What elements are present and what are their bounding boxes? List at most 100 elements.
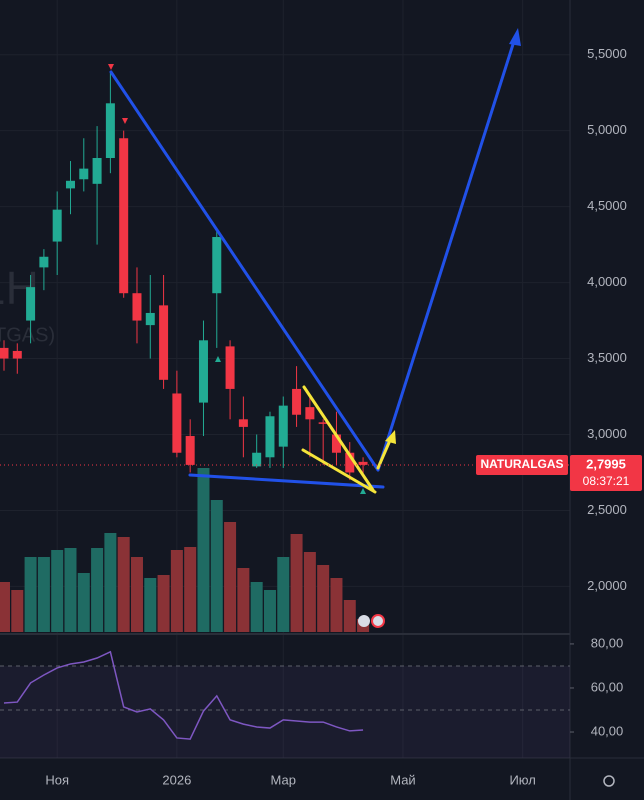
volume-bar bbox=[37, 557, 50, 632]
trend-line bbox=[376, 36, 517, 472]
marker bbox=[360, 488, 366, 494]
candle-body bbox=[212, 237, 222, 294]
volume-bar bbox=[197, 468, 210, 632]
y-tick-label: 2,0000 bbox=[587, 578, 627, 593]
y-tick-label: 3,0000 bbox=[587, 426, 627, 441]
wedge-line bbox=[302, 385, 375, 492]
candle-body bbox=[159, 305, 169, 380]
candle-body bbox=[305, 407, 315, 420]
volume-bar bbox=[91, 548, 104, 632]
drawings bbox=[109, 36, 517, 494]
candle-body bbox=[265, 416, 275, 458]
volume-bar bbox=[51, 550, 64, 632]
candle-body bbox=[345, 452, 355, 473]
volume-bar bbox=[237, 568, 250, 632]
volume-bar bbox=[11, 590, 24, 632]
symbol-label-box bbox=[476, 454, 568, 475]
candle-body bbox=[0, 347, 9, 359]
rsi-tick-label: 80,00 bbox=[591, 635, 624, 650]
price-label-box bbox=[570, 454, 642, 491]
candle-body bbox=[52, 209, 62, 242]
volume-bar bbox=[117, 537, 130, 632]
volume-bar bbox=[330, 578, 343, 632]
volume-bar bbox=[290, 534, 303, 632]
x-tick-label: Май bbox=[390, 772, 415, 787]
volume bbox=[0, 468, 370, 632]
candle-body bbox=[105, 103, 115, 158]
volume-bar bbox=[263, 590, 276, 632]
x-tick-label: Мар bbox=[271, 772, 296, 787]
volume-bar bbox=[170, 550, 183, 632]
candle-body bbox=[119, 138, 129, 294]
marker bbox=[122, 118, 128, 124]
y-tick-label: 4,5000 bbox=[587, 198, 627, 213]
marker bbox=[108, 64, 114, 70]
event-icon[interactable] bbox=[371, 614, 385, 628]
marker bbox=[215, 356, 221, 362]
volume-bar bbox=[77, 573, 90, 632]
candle-body bbox=[252, 452, 262, 467]
event-icon[interactable] bbox=[358, 615, 370, 627]
price-label: 2,7995 bbox=[586, 456, 626, 471]
settings-icon[interactable] bbox=[603, 775, 615, 787]
candle-body bbox=[39, 256, 49, 268]
watermark-symbol: TGAS) bbox=[0, 324, 55, 346]
candle-body bbox=[238, 419, 248, 427]
rsi-band bbox=[0, 665, 570, 758]
volume-bar bbox=[144, 578, 157, 632]
candle-body bbox=[225, 346, 235, 389]
y-tick-label: 2,5000 bbox=[587, 502, 627, 517]
x-tick-label: Ноя bbox=[45, 772, 69, 787]
y-tick-label: 5,5000 bbox=[587, 46, 627, 61]
candle-body bbox=[331, 434, 341, 453]
x-tick-label: 2026 bbox=[162, 772, 191, 787]
y-tick-label: 5,0000 bbox=[587, 122, 627, 137]
candle-body bbox=[12, 350, 22, 359]
volume-bar bbox=[64, 548, 77, 632]
candle-body bbox=[132, 293, 142, 321]
volume-bar bbox=[224, 522, 237, 632]
candle-body bbox=[292, 388, 302, 415]
countdown-label: 08:37:21 bbox=[583, 474, 630, 488]
candle-body bbox=[65, 180, 75, 189]
candle-body bbox=[358, 461, 368, 465]
volume-bar bbox=[24, 557, 37, 632]
arrow-head bbox=[385, 430, 396, 444]
candle-body bbox=[172, 393, 182, 453]
candles bbox=[0, 72, 368, 481]
candle-body bbox=[198, 340, 208, 403]
volume-bar bbox=[157, 575, 170, 632]
wedge-line bbox=[301, 448, 377, 494]
last-price: NATURALGAS 2,7995 08:37:21 bbox=[0, 454, 642, 491]
volume-bar bbox=[343, 600, 356, 632]
volume-bar bbox=[104, 533, 117, 632]
rsi-pane bbox=[0, 643, 574, 758]
symbol-label: NATURALGAS bbox=[480, 457, 563, 471]
candle-body bbox=[318, 422, 328, 424]
volume-bar bbox=[303, 552, 316, 632]
rsi-tick-label: 40,00 bbox=[591, 723, 624, 738]
rsi-line bbox=[3, 650, 364, 740]
volume-bar bbox=[210, 500, 223, 632]
volume-bar bbox=[184, 547, 197, 632]
volume-bar bbox=[317, 565, 330, 632]
axes: 2,0000 2,5000 3,0000 3,5000 4,0000 4,5000 5,00… bbox=[45, 46, 627, 787]
volume-bar bbox=[130, 557, 143, 632]
x-tick-label: Июл bbox=[509, 772, 535, 787]
volume-bar bbox=[250, 582, 263, 632]
volume-bar bbox=[277, 557, 290, 632]
wedge-arrow bbox=[376, 436, 393, 470]
arrow-head bbox=[509, 28, 521, 46]
trend-line bbox=[109, 70, 380, 472]
rsi-tick-label: 60,00 bbox=[591, 679, 624, 694]
y-tick-label: 4,0000 bbox=[587, 274, 627, 289]
candle-body bbox=[185, 436, 195, 465]
y-tick-label: 3,5000 bbox=[587, 350, 627, 365]
candle-body bbox=[278, 405, 288, 447]
candle-body bbox=[79, 168, 89, 180]
candle-body bbox=[92, 158, 102, 184]
candle-body bbox=[26, 287, 36, 321]
candle-body bbox=[145, 312, 155, 326]
trend-line bbox=[188, 473, 385, 489]
